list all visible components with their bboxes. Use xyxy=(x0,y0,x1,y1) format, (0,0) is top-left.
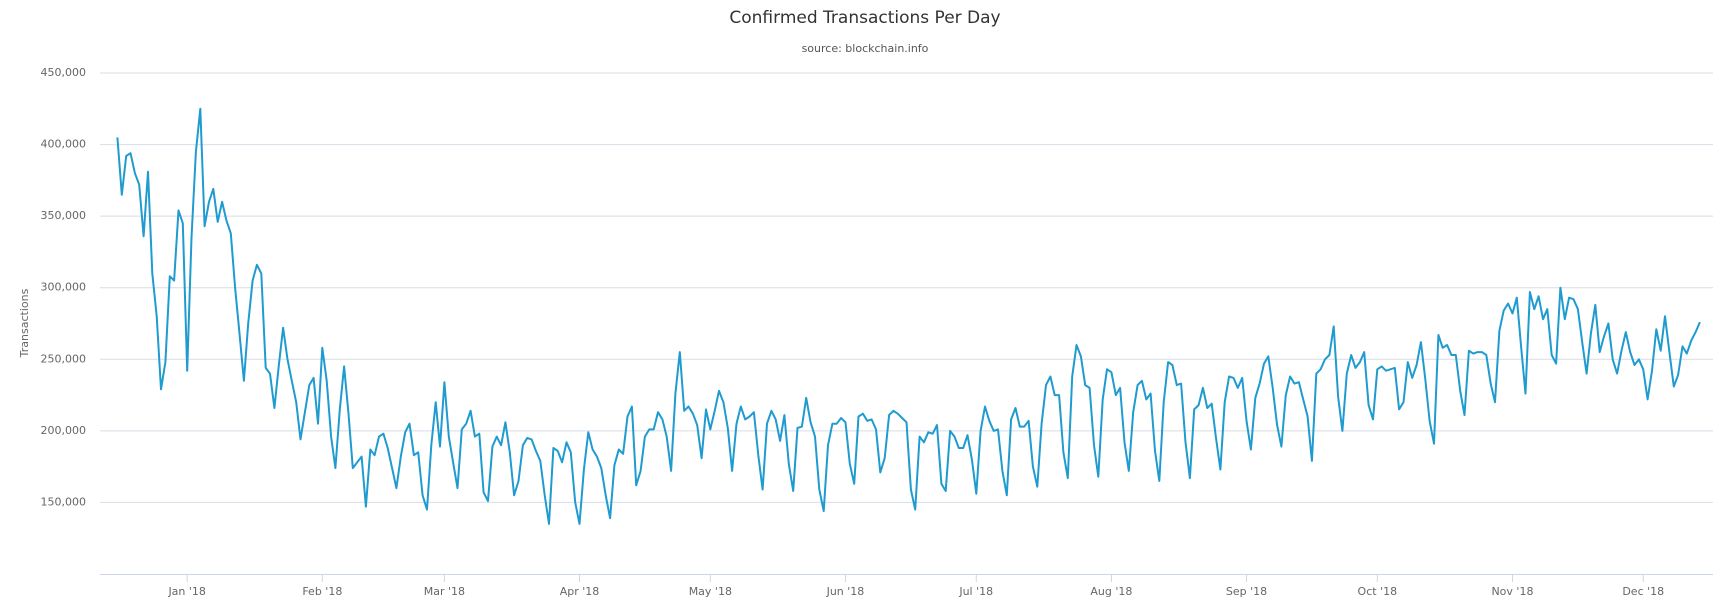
x-tick-label: Feb '18 xyxy=(302,585,342,598)
x-tick-label: Mar '18 xyxy=(424,585,465,598)
x-tick-label: Aug '18 xyxy=(1090,585,1132,598)
x-tick-label: Jan '18 xyxy=(167,585,205,598)
y-axis-title: Transactions xyxy=(18,288,31,358)
chart-title: Confirmed Transactions Per Day xyxy=(729,8,1000,28)
x-tick-label: Jul '18 xyxy=(958,585,993,598)
x-tick-label: Nov '18 xyxy=(1491,585,1533,598)
line xyxy=(116,107,1701,525)
chart-subtitle: source: blockchain.info xyxy=(802,42,929,55)
x-tick-label: Dec '18 xyxy=(1622,585,1664,598)
y-tick-label: 150,000 xyxy=(41,495,87,508)
y-tick-label: 300,000 xyxy=(41,281,87,294)
x-tick-label: Jun '18 xyxy=(826,585,865,598)
y-tick-label: 350,000 xyxy=(41,209,87,222)
x-tick-label: Oct '18 xyxy=(1358,585,1398,598)
y-tick-label: 400,000 xyxy=(41,138,87,151)
y-tick-label: 250,000 xyxy=(41,352,87,365)
x-tick-label: Sep '18 xyxy=(1226,585,1267,598)
x-tick-label: Apr '18 xyxy=(560,585,600,598)
y-tick-label: 450,000 xyxy=(41,66,87,79)
y-tick-label: 200,000 xyxy=(41,424,87,437)
x-tick-label: May '18 xyxy=(689,585,732,598)
